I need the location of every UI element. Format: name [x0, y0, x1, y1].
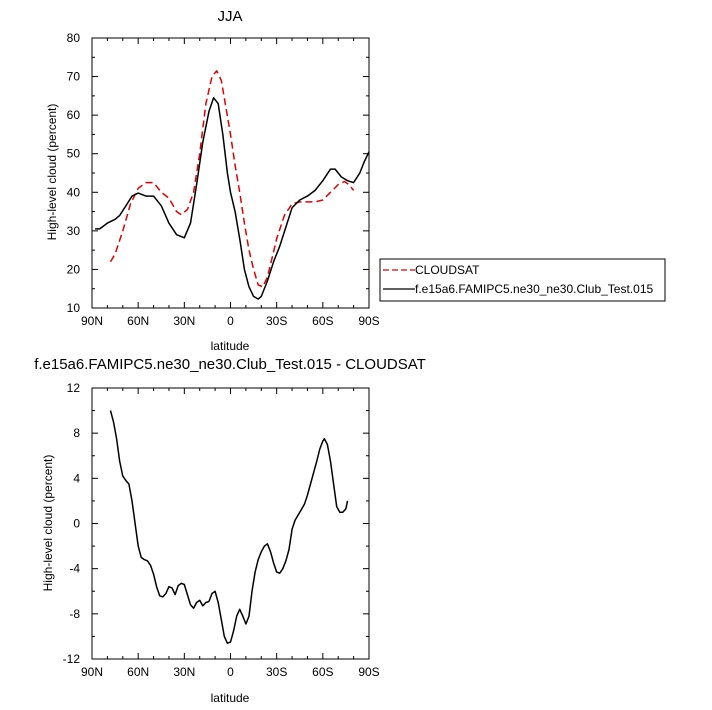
y-tick-label: -4 — [69, 562, 80, 576]
x-axis-label: latitude — [211, 339, 250, 353]
model-line — [95, 97, 370, 300]
difference-line — [109, 410, 349, 644]
y-axis-label: High-level cloud (percent) — [41, 455, 55, 592]
x-tick-label: 60S — [312, 314, 333, 328]
axis-ticks: 90N 60N 30N 0 30S 60S 90S -12 -8 -4 0 4 8 12 — [63, 381, 380, 679]
legend-label-cloudsat: CLOUDSAT — [415, 263, 480, 277]
y-tick-label: 0 — [73, 517, 80, 531]
y-tick-label: 70 — [67, 70, 81, 84]
y-tick-label: 4 — [73, 471, 80, 485]
top-panel: JJA latitude High-level cloud (percent) … — [45, 8, 380, 353]
x-tick-label: 90S — [358, 665, 379, 679]
plot-frame — [91, 37, 370, 309]
x-tick-label: 60S — [312, 665, 333, 679]
y-tick-label: 8 — [73, 426, 80, 440]
difference-chart-title: f.e15a6.FAMIPC5.ne30_ne30.Club_Test.015 … — [34, 356, 426, 373]
legend-label-model: f.e15a6.FAMIPC5.ne30_ne30.Club_Test.015 — [415, 282, 653, 296]
legend-box — [379, 258, 666, 302]
x-axis-label: latitude — [211, 691, 250, 705]
y-axis-label: High-level cloud (percent) — [45, 104, 59, 241]
x-tick-label: 90N — [81, 314, 103, 328]
x-tick-label: 60N — [127, 314, 149, 328]
y-tick-label: 60 — [67, 108, 81, 122]
series-lines — [95, 70, 370, 300]
bottom-panel: f.e15a6.FAMIPC5.ne30_ne30.Club_Test.015 … — [34, 356, 426, 705]
y-tick-label: 20 — [67, 262, 81, 276]
axis-ticks: 90N 60N 30N 0 30S 60S 90S 10 20 30 40 50 60 70 80 — [67, 31, 380, 328]
plot-frame — [91, 387, 370, 660]
y-tick-label: 50 — [67, 147, 81, 161]
chart-title: JJA — [217, 8, 242, 25]
x-tick-label: 0 — [227, 665, 234, 679]
x-tick-label: 0 — [227, 314, 234, 328]
y-tick-label: 40 — [67, 185, 81, 199]
cloudsat-line — [109, 70, 355, 288]
x-tick-label: 30S — [266, 314, 287, 328]
x-tick-label: 30N — [173, 314, 195, 328]
y-tick-label: 80 — [67, 31, 81, 45]
legend: CLOUDSAT f.e15a6.FAMIPC5.ne30_ne30.Club_… — [379, 258, 666, 302]
y-tick-label: -8 — [69, 607, 80, 621]
x-tick-label: 90S — [358, 314, 379, 328]
y-tick-label: 30 — [67, 224, 81, 238]
y-tick-label: 10 — [67, 301, 81, 315]
y-tick-label: 12 — [67, 381, 81, 395]
x-tick-label: 30N — [173, 665, 195, 679]
x-tick-label: 90N — [81, 665, 103, 679]
y-tick-label: -12 — [63, 652, 81, 666]
x-tick-label: 30S — [266, 665, 287, 679]
series-lines — [109, 410, 349, 644]
x-tick-label: 60N — [127, 665, 149, 679]
